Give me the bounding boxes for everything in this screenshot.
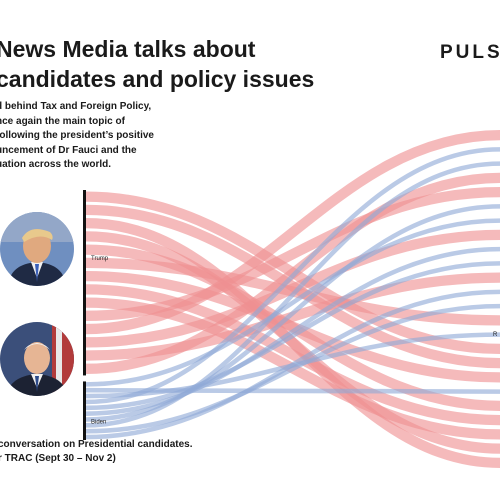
intro-line-2: nce again the main topic of (0, 115, 125, 127)
target-label-1: R (493, 332, 498, 338)
intro-line-5: uation across the world. (0, 159, 112, 170)
flow-trump-12 (85, 229, 500, 348)
flow-trump-7 (85, 270, 500, 383)
flow-biden-9 (85, 303, 500, 434)
intro-line-4: uncement of Dr Fauci and the (0, 144, 137, 156)
flow-biden-10 (85, 289, 500, 440)
flow-trump-4 (85, 231, 500, 454)
flow-trump-10 (85, 186, 500, 321)
node-biden (83, 381, 86, 440)
flow-biden-4 (85, 147, 500, 405)
flow-biden-6 (85, 246, 500, 416)
flow-biden-1 (85, 218, 500, 387)
flow-biden-5 (85, 261, 500, 411)
flow-trump-13 (85, 272, 500, 361)
flow-trump-8 (85, 284, 500, 426)
intro-text: d behind Tax and Foreign Policy, nce aga… (0, 100, 196, 173)
node-label-biden: Biden (91, 419, 106, 425)
flow-trump-11 (85, 129, 500, 335)
biden-portrait (0, 322, 74, 396)
brand-logo: PULSA (440, 42, 500, 63)
node-label-trump: Trump (91, 256, 109, 262)
flow-biden-8 (85, 161, 500, 428)
headline-line-1: News Media talks about (0, 36, 256, 62)
flow-biden-7 (85, 204, 500, 422)
intro-line-1: d behind Tax and Foreign Policy, (0, 101, 152, 112)
node-trump (83, 190, 86, 376)
headline: News Media talks about candidates and po… (0, 34, 316, 94)
footnote-line-1: conversation on Presidential candidates. (0, 439, 193, 450)
headline-line-2: candidates and policy issues (0, 66, 315, 92)
footnote: conversation on Presidential candidates.… (0, 438, 258, 466)
footnote-line-2: r TRAC (Sept 30 – Nov 2) (0, 453, 116, 464)
trump-portrait (0, 212, 74, 286)
intro-line-3: following the president’s positive (0, 130, 154, 141)
